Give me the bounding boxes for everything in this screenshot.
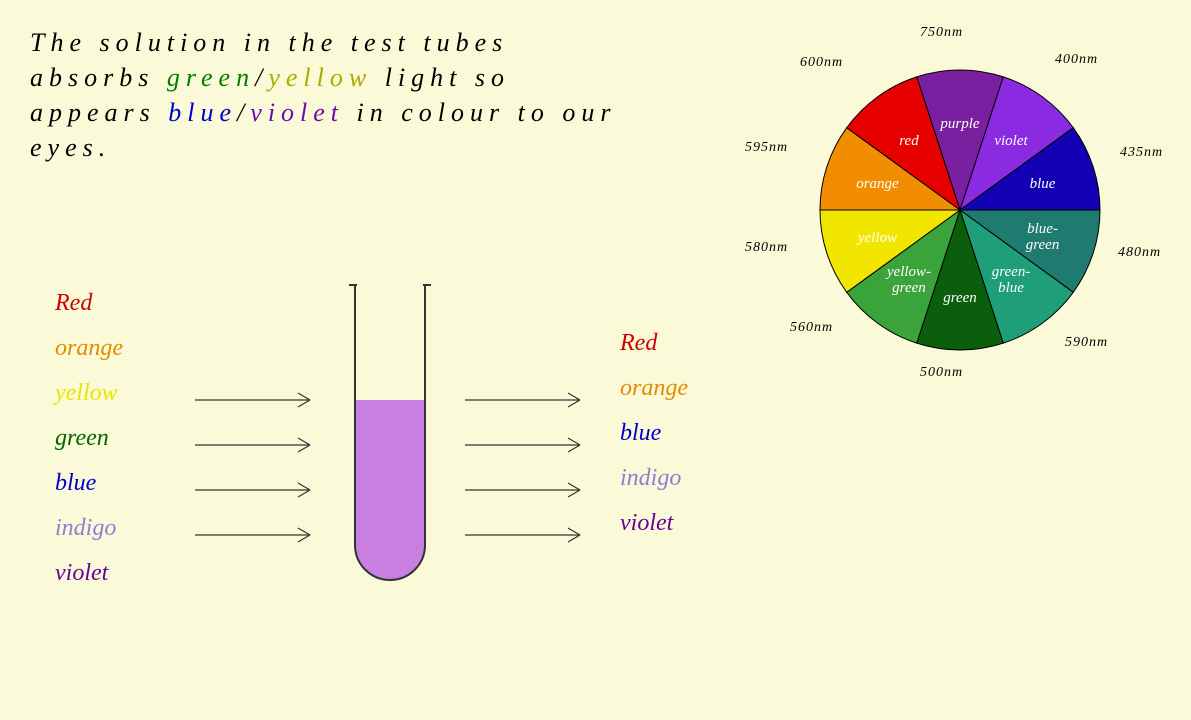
- arrows-in: [190, 390, 330, 590]
- outgoing-colors-list: Red orange blue indigo violet: [620, 330, 688, 555]
- color-label: violet: [620, 510, 688, 537]
- svg-text:violet: violet: [994, 133, 1028, 149]
- wavelength-label: 480nm: [1118, 245, 1161, 261]
- svg-text:green-: green-: [992, 264, 1031, 280]
- color-wheel: purple violet blue blue-green green-blue gree…: [760, 20, 1160, 420]
- color-label: blue: [55, 470, 123, 497]
- test-tube: [340, 280, 440, 600]
- wavelength-label: 595nm: [745, 140, 788, 156]
- svg-text:green: green: [943, 290, 977, 306]
- color-label: violet: [55, 560, 123, 587]
- svg-text:blue-: blue-: [1027, 221, 1058, 237]
- svg-text:yellow-: yellow-: [885, 264, 931, 280]
- wavelength-label: 435nm: [1120, 145, 1163, 161]
- wavelength-label: 500nm: [920, 365, 963, 381]
- svg-text:yellow: yellow: [856, 230, 897, 246]
- color-label: indigo: [620, 465, 688, 492]
- color-label: yellow: [55, 380, 123, 407]
- svg-text:blue: blue: [998, 280, 1024, 296]
- svg-text:red: red: [899, 133, 919, 149]
- wavelength-label: 590nm: [1065, 335, 1108, 351]
- color-wheel-svg: purple violet blue blue-green green-blue gree…: [810, 60, 1110, 360]
- wavelength-label: 580nm: [745, 240, 788, 256]
- svg-text:blue: blue: [1030, 176, 1056, 192]
- color-label: orange: [620, 375, 688, 402]
- svg-text:green: green: [1026, 237, 1060, 253]
- svg-text:green: green: [892, 280, 926, 296]
- arrows-out: [460, 390, 600, 590]
- wavelength-label: 750nm: [920, 25, 963, 41]
- svg-text:orange: orange: [856, 176, 899, 192]
- wavelength-label: 560nm: [790, 320, 833, 336]
- wavelength-label: 600nm: [800, 55, 843, 71]
- description-text: The solution in the test tubes absorbs g…: [30, 25, 630, 165]
- color-label: blue: [620, 420, 688, 447]
- color-label: green: [55, 425, 123, 452]
- wavelength-label: 400nm: [1055, 52, 1098, 68]
- color-label: orange: [55, 335, 123, 362]
- color-label: Red: [55, 290, 123, 317]
- color-label: indigo: [55, 515, 123, 542]
- svg-text:purple: purple: [939, 116, 980, 132]
- incoming-colors-list: Red orange yellow green blue indigo violet: [55, 290, 123, 605]
- color-label: Red: [620, 330, 688, 357]
